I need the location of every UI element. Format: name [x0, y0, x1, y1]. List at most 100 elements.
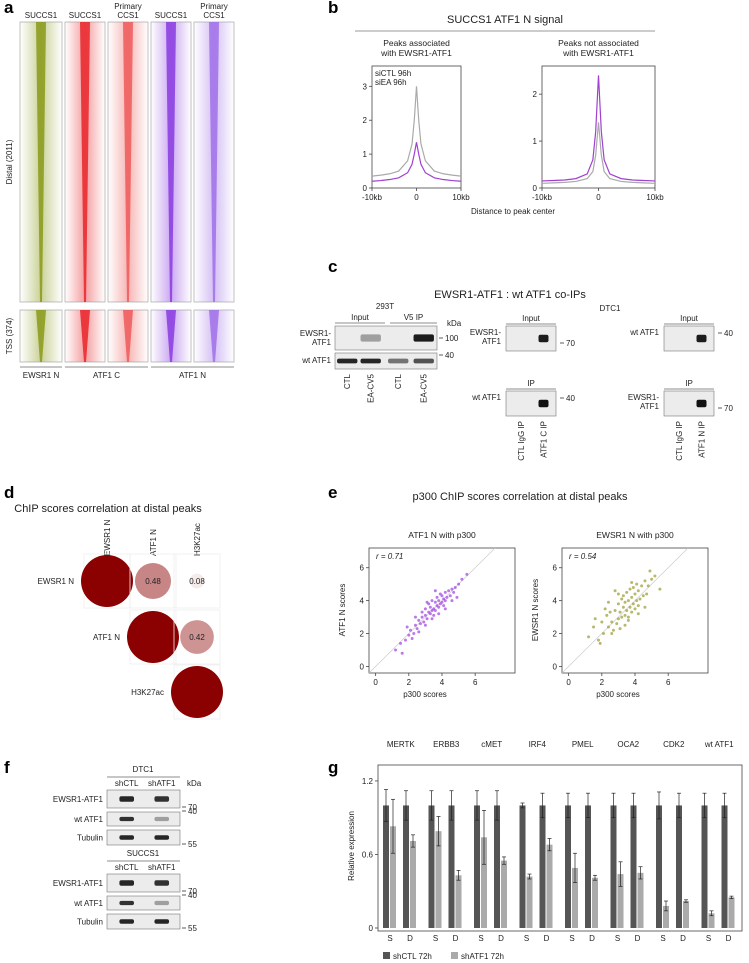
x-tick-label: D	[726, 934, 732, 943]
bar	[435, 831, 442, 928]
point	[455, 595, 459, 599]
point	[606, 625, 610, 629]
bar	[526, 876, 533, 928]
value-label: 0.48	[145, 577, 161, 586]
blot-band	[538, 334, 549, 343]
bar	[728, 897, 735, 928]
marker-label: 70	[566, 339, 575, 348]
blot	[106, 873, 181, 893]
point	[633, 607, 637, 611]
section-label: V5 IP	[404, 313, 424, 322]
point	[450, 587, 454, 591]
band-label: wt ATF1	[471, 393, 501, 402]
point	[633, 592, 637, 596]
panel-title: SUCCS1 ATF1 N signal	[447, 14, 563, 26]
panel-title: EWSR1-ATF1 : wt ATF1 co-IPs	[434, 289, 586, 301]
x-tick-label: 6	[666, 678, 671, 687]
cell	[173, 553, 221, 609]
band-label: EWSR1-	[300, 329, 331, 338]
panel-letter: c	[328, 257, 337, 276]
lane-label: ATF1 N IP	[698, 421, 707, 458]
cell-line: SUCCS1	[127, 849, 160, 858]
column-label: ATF1 N	[149, 529, 158, 556]
point	[613, 589, 617, 593]
point	[428, 605, 432, 609]
gene-label: IRF4	[529, 740, 547, 749]
legend-entry: siEA 96h	[375, 78, 407, 87]
legend-entry: shATF1 72h	[461, 952, 504, 961]
band-label: Tubulin	[77, 918, 103, 927]
bar	[448, 805, 455, 928]
correlation-circle	[134, 562, 172, 600]
point	[425, 600, 429, 604]
point	[440, 594, 444, 598]
blot	[106, 913, 181, 930]
point	[625, 590, 629, 594]
column-header: CCS1	[117, 11, 139, 20]
y-tick-label: 1.2	[362, 777, 374, 786]
row-label: H3K27ac	[131, 688, 164, 697]
x-axis-label: p300 scores	[596, 690, 640, 699]
panel-title: p300 ChIP scores correlation at distal p…	[412, 491, 628, 503]
marker-label: 40	[445, 351, 454, 360]
section-label: IP	[527, 379, 535, 388]
lane-label: CTL IgG IP	[675, 421, 684, 461]
lane-label: CTL IgG IP	[517, 421, 526, 461]
band-label: EWSR1-ATF1	[53, 795, 104, 804]
point	[630, 610, 634, 614]
x-tick-label: D	[453, 934, 459, 943]
plot-frame	[377, 764, 743, 932]
point	[415, 627, 419, 631]
y-axis-label: ATF1 N scores	[338, 584, 347, 637]
point	[443, 607, 447, 611]
blot	[106, 789, 181, 809]
blot-band	[413, 358, 434, 364]
heatmap-signal	[209, 310, 219, 362]
panel-letter: g	[328, 758, 338, 777]
gene-label: wt ATF1	[704, 740, 734, 749]
point	[606, 600, 610, 604]
marker-label: 100	[445, 334, 459, 343]
panel-letter: e	[328, 483, 337, 502]
legend-swatch	[383, 952, 390, 959]
subtitle: EWSR1 N with p300	[596, 530, 674, 540]
point	[628, 605, 632, 609]
lane-label: shATF1	[148, 779, 176, 788]
point	[603, 607, 607, 611]
point	[645, 592, 649, 596]
lane-label: CTL	[343, 373, 352, 389]
gene-label: ERBB3	[433, 740, 460, 749]
point	[433, 609, 437, 612]
lane-label: CTL	[394, 373, 403, 389]
point	[437, 612, 441, 616]
unit-label: kDa	[187, 779, 202, 788]
point	[417, 618, 421, 622]
blot-band	[388, 358, 409, 364]
point	[605, 613, 609, 617]
point	[628, 587, 632, 591]
correlation-circle	[127, 611, 179, 663]
band-label: wt ATF1	[301, 356, 331, 365]
x-tick-label: 2	[600, 678, 605, 687]
bar	[630, 805, 637, 928]
bar	[708, 913, 715, 928]
point	[623, 623, 627, 627]
point	[460, 577, 464, 581]
point	[653, 574, 657, 578]
point	[592, 625, 596, 629]
x-tick-label: -10kb	[532, 193, 553, 202]
blot-band	[119, 919, 135, 924]
blot-band	[360, 334, 381, 342]
point	[635, 599, 639, 603]
cell-line: DTC1	[133, 765, 154, 774]
bar	[428, 805, 435, 928]
line-series	[541, 75, 656, 182]
x-tick-label: D	[635, 934, 641, 943]
cell-line: 293T	[376, 302, 394, 311]
band-label: wt ATF1	[73, 899, 103, 908]
y-axis-label: EWSR1 N scores	[531, 579, 540, 641]
bar	[546, 844, 553, 928]
heatmap-signal	[36, 22, 46, 302]
column-label: EWSR1 N	[103, 519, 112, 556]
